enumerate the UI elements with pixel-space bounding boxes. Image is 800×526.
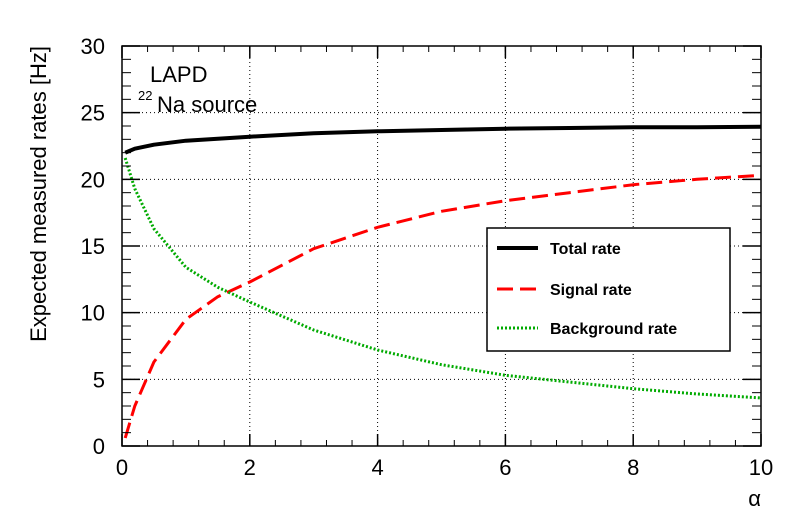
annotation-source: Na source bbox=[157, 92, 257, 117]
annotation-source-superscript: 22 bbox=[138, 88, 152, 103]
y-tick-label: 30 bbox=[81, 34, 105, 59]
legend-entries: Total rate Signal rate Background rate bbox=[497, 241, 677, 338]
y-axis-title: Expected measured rates [Hz] bbox=[26, 46, 51, 342]
x-axis-title: α bbox=[748, 486, 761, 511]
x-tick-label: 0 bbox=[116, 455, 128, 480]
y-tick-label: 5 bbox=[93, 367, 105, 392]
x-tick-label: 8 bbox=[627, 455, 639, 480]
y-tick-label: 10 bbox=[81, 301, 105, 326]
legend: Total rate Signal rate Background rate bbox=[486, 227, 731, 352]
series-line-background-rate bbox=[123, 157, 762, 400]
y-tick-labels: 0 5 10 15 20 25 30 bbox=[81, 34, 105, 459]
x-tick-label: 6 bbox=[499, 455, 511, 480]
y-tick-label: 15 bbox=[81, 234, 105, 259]
annotation-lapd: LAPD bbox=[150, 62, 207, 87]
y-tick-label: 20 bbox=[81, 167, 105, 192]
x-tick-labels: 0 2 4 6 8 10 bbox=[116, 455, 773, 480]
x-tick-label: 10 bbox=[749, 455, 773, 480]
axis-ticks bbox=[121, 45, 762, 447]
series-line-signal-rate bbox=[123, 173, 762, 439]
series-layer bbox=[123, 124, 762, 439]
y-tick-label: 0 bbox=[93, 434, 105, 459]
legend-label: Signal rate bbox=[550, 282, 632, 299]
x-tick-label: 4 bbox=[371, 455, 383, 480]
legend-label: Total rate bbox=[550, 241, 621, 258]
legend-label: Background rate bbox=[550, 321, 677, 338]
y-tick-label: 25 bbox=[81, 101, 105, 126]
series-line-total-rate bbox=[124, 124, 762, 155]
x-tick-label: 2 bbox=[244, 455, 256, 480]
